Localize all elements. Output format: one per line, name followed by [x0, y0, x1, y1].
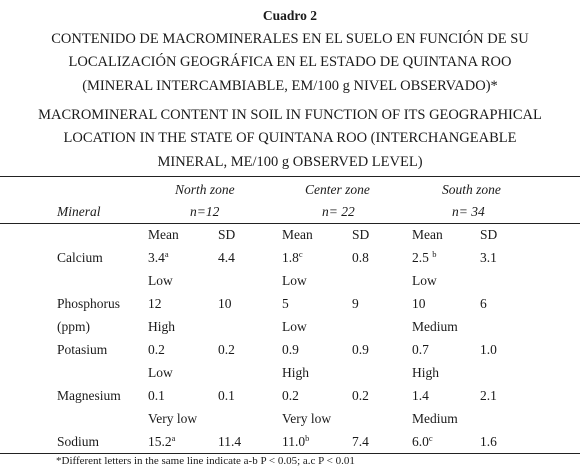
cell-sd: 2.1 — [480, 388, 497, 403]
cell-level: Very low — [282, 411, 332, 426]
table-footnote: *Different letters in the same line indi… — [56, 455, 355, 467]
cell-mean: 0.2 — [282, 388, 299, 403]
cell-level: Medium — [412, 411, 458, 426]
row-mineral: Calcium — [57, 250, 103, 265]
cell-level: Low — [282, 319, 307, 334]
caption-title-en-line1: MACROMINERAL CONTENT IN SOIL IN FUNCTION… — [38, 107, 542, 123]
cell-level: Low — [148, 273, 173, 288]
cell-sd: 7.4 — [352, 434, 369, 449]
cell-sd: 9 — [352, 296, 359, 311]
cell-level: Low — [412, 273, 437, 288]
cell-mean: 15.2a — [148, 433, 176, 449]
cell-mean: 1.4 — [412, 388, 429, 403]
table-top-rule — [0, 176, 580, 177]
cell-sd: 0.9 — [352, 342, 369, 357]
cell-level: Low — [282, 273, 307, 288]
row-mineral-unit: (ppm) — [57, 319, 90, 334]
cell-mean: 6.0c — [412, 433, 433, 449]
zone-n-south: n= 34 — [452, 204, 485, 219]
cell-mean: 3.4a — [148, 249, 169, 265]
cell-sd: 0.2 — [218, 342, 235, 357]
cell-mean: 12 — [148, 296, 162, 311]
cell-sd: 3.1 — [480, 250, 497, 265]
sd-label-center: SD — [352, 227, 370, 242]
cell-mean: 0.9 — [282, 342, 299, 357]
cell-level: High — [282, 365, 309, 380]
zone-header-south: South zone — [442, 182, 501, 197]
zone-header-center: Center zone — [305, 182, 370, 197]
row-mineral: Potasium — [57, 342, 108, 357]
caption-title-en-line2: LOCATION IN THE STATE OF QUINTANA ROO (I… — [63, 130, 517, 146]
cell-sd: 11.4 — [218, 434, 242, 449]
cell-level: High — [412, 365, 439, 380]
row-mineral: Sodium — [57, 434, 100, 449]
cell-sd: 0.1 — [218, 388, 235, 403]
sd-label-south: SD — [480, 227, 498, 242]
table-bottom-rule — [0, 453, 580, 454]
cell-level: Low — [148, 365, 173, 380]
cell-mean: 10 — [412, 296, 426, 311]
zone-n-north: n=12 — [190, 204, 220, 219]
cell-level: High — [148, 319, 175, 334]
cell-mean: 0.7 — [412, 342, 429, 357]
cell-sd: 0.8 — [352, 250, 369, 265]
caption-title-en-line3: MINERAL, ME/100 g OBSERVED LEVEL) — [157, 154, 423, 170]
cell-mean: 2.5 b — [412, 249, 437, 265]
cell-level: Very low — [148, 411, 198, 426]
cell-mean: 11.0b — [282, 433, 310, 449]
mean-label-center: Mean — [282, 227, 313, 242]
cell-sd: 1.0 — [480, 342, 497, 357]
cell-sd: 0.2 — [352, 388, 369, 403]
zone-header-north: North zone — [175, 182, 235, 197]
cell-level: Medium — [412, 319, 458, 334]
mean-label-north: Mean — [148, 227, 179, 242]
caption-label: Cuadro 2 — [262, 8, 318, 23]
sd-label-north: SD — [218, 227, 236, 242]
row-mineral: Magnesium — [57, 388, 121, 403]
cell-sd: 6 — [480, 296, 487, 311]
caption-title-es-line1: CONTENIDO DE MACROMINERALES EN EL SUELO … — [51, 31, 529, 47]
caption-title-es-line2: LOCALIZACIÓN GEOGRÁFICA EN EL ESTADO DE … — [68, 54, 512, 70]
row-mineral: Phosphorus — [57, 296, 121, 311]
mean-label-south: Mean — [412, 227, 443, 242]
header-bottom-rule — [0, 223, 580, 224]
cell-mean: 5 — [282, 296, 289, 311]
cell-mean: 0.2 — [148, 342, 165, 357]
cell-mean: 0.1 — [148, 388, 165, 403]
cell-mean: 1.8c — [282, 249, 303, 265]
caption-title-es-line3: (MINERAL INTERCAMBIABLE, EM/100 g NIVEL … — [82, 78, 498, 94]
cell-sd: 4.4 — [218, 250, 235, 265]
mineral-column-header: Mineral — [57, 204, 101, 219]
zone-n-center: n= 22 — [322, 204, 355, 219]
cell-sd: 10 — [218, 296, 232, 311]
cell-sd: 1.6 — [480, 434, 497, 449]
